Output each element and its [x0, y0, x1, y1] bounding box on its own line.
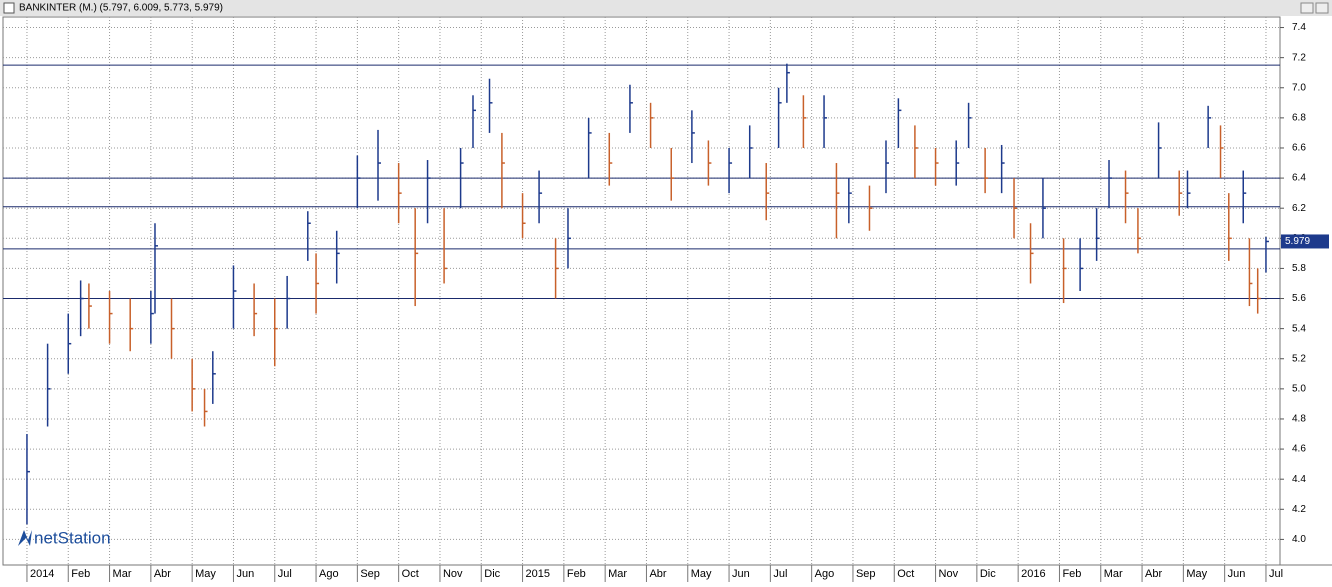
- y-tick-label: 5.6: [1292, 293, 1306, 304]
- x-tick-label: Jul: [278, 568, 292, 580]
- y-tick-label: 5.8: [1292, 263, 1306, 274]
- y-tick-label: 5.2: [1292, 353, 1306, 364]
- maximize-button[interactable]: [1315, 2, 1329, 14]
- y-tick-label: 6.8: [1292, 113, 1306, 124]
- x-tick-label: Oct: [897, 568, 914, 580]
- x-tick-label: Nov: [443, 568, 463, 580]
- x-tick-label: Dic: [980, 568, 996, 580]
- x-tick-label: Feb: [71, 568, 90, 580]
- x-tick-label: Ago: [815, 568, 835, 580]
- x-tick-label: Abr: [649, 568, 666, 580]
- y-tick-label: 4.8: [1292, 414, 1306, 425]
- last-value-label: 5.979: [1285, 236, 1310, 247]
- x-tick-label: Jun: [1228, 568, 1246, 580]
- x-tick-label: Jun: [236, 568, 254, 580]
- x-tick-label: Sep: [856, 568, 876, 580]
- x-tick-label: Oct: [402, 568, 419, 580]
- y-tick-label: 5.4: [1292, 323, 1306, 334]
- x-tick-label: Mar: [113, 568, 132, 580]
- x-tick-label: Mar: [1104, 568, 1123, 580]
- x-tick-label: Jun: [732, 568, 750, 580]
- plot-area: [2, 16, 1281, 566]
- y-tick-label: 6.6: [1292, 143, 1306, 154]
- minimize-button[interactable]: [1300, 2, 1314, 14]
- x-tick-label: Abr: [1145, 568, 1162, 580]
- logo-text: netStation: [34, 528, 111, 547]
- chart-title: BANKINTER (M.) (5.797, 6.009, 5.773, 5.9…: [19, 3, 223, 14]
- logo-icon: [18, 530, 32, 546]
- x-tick-label: 2014: [30, 568, 54, 580]
- y-tick-label: 6.4: [1292, 173, 1306, 184]
- last-value-box: [1281, 234, 1329, 249]
- x-tick-label: May: [1186, 568, 1207, 580]
- x-tick-label: Feb: [1062, 568, 1081, 580]
- x-tick-label: Mar: [608, 568, 627, 580]
- title-bar: [0, 0, 1332, 16]
- y-tick-label: 5.0: [1292, 383, 1306, 394]
- y-tick-label: 4.4: [1292, 474, 1306, 485]
- y-tick-label: 4.0: [1292, 534, 1306, 545]
- x-tick-label: May: [691, 568, 712, 580]
- x-tick-label: Jul: [773, 568, 787, 580]
- x-tick-label: Feb: [567, 568, 586, 580]
- x-tick-label: May: [195, 568, 216, 580]
- x-tick-label: 2016: [1021, 568, 1045, 580]
- x-tick-label: Abr: [154, 568, 171, 580]
- logo: netStation: [18, 528, 111, 547]
- x-tick-label: Sep: [360, 568, 380, 580]
- y-tick-label: 7.0: [1292, 82, 1306, 93]
- x-tick-label: Jul: [1269, 568, 1283, 580]
- x-tick-label: Nov: [939, 568, 959, 580]
- window-icon: [3, 2, 15, 14]
- y-tick-label: 7.4: [1292, 22, 1306, 33]
- y-tick-label: 4.2: [1292, 504, 1306, 515]
- x-tick-label: Ago: [319, 568, 339, 580]
- x-tick-label: 2015: [526, 568, 550, 580]
- y-tick-label: 7.2: [1292, 52, 1306, 63]
- y-tick-label: 4.6: [1292, 444, 1306, 455]
- y-tick-label: 6.2: [1292, 203, 1306, 214]
- x-tick-label: Dic: [484, 568, 500, 580]
